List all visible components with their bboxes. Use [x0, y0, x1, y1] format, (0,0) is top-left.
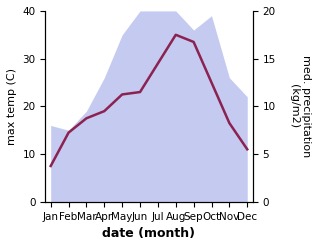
X-axis label: date (month): date (month): [102, 227, 196, 240]
Y-axis label: max temp (C): max temp (C): [7, 68, 17, 145]
Y-axis label: med. precipitation
(kg/m2): med. precipitation (kg/m2): [289, 55, 311, 158]
